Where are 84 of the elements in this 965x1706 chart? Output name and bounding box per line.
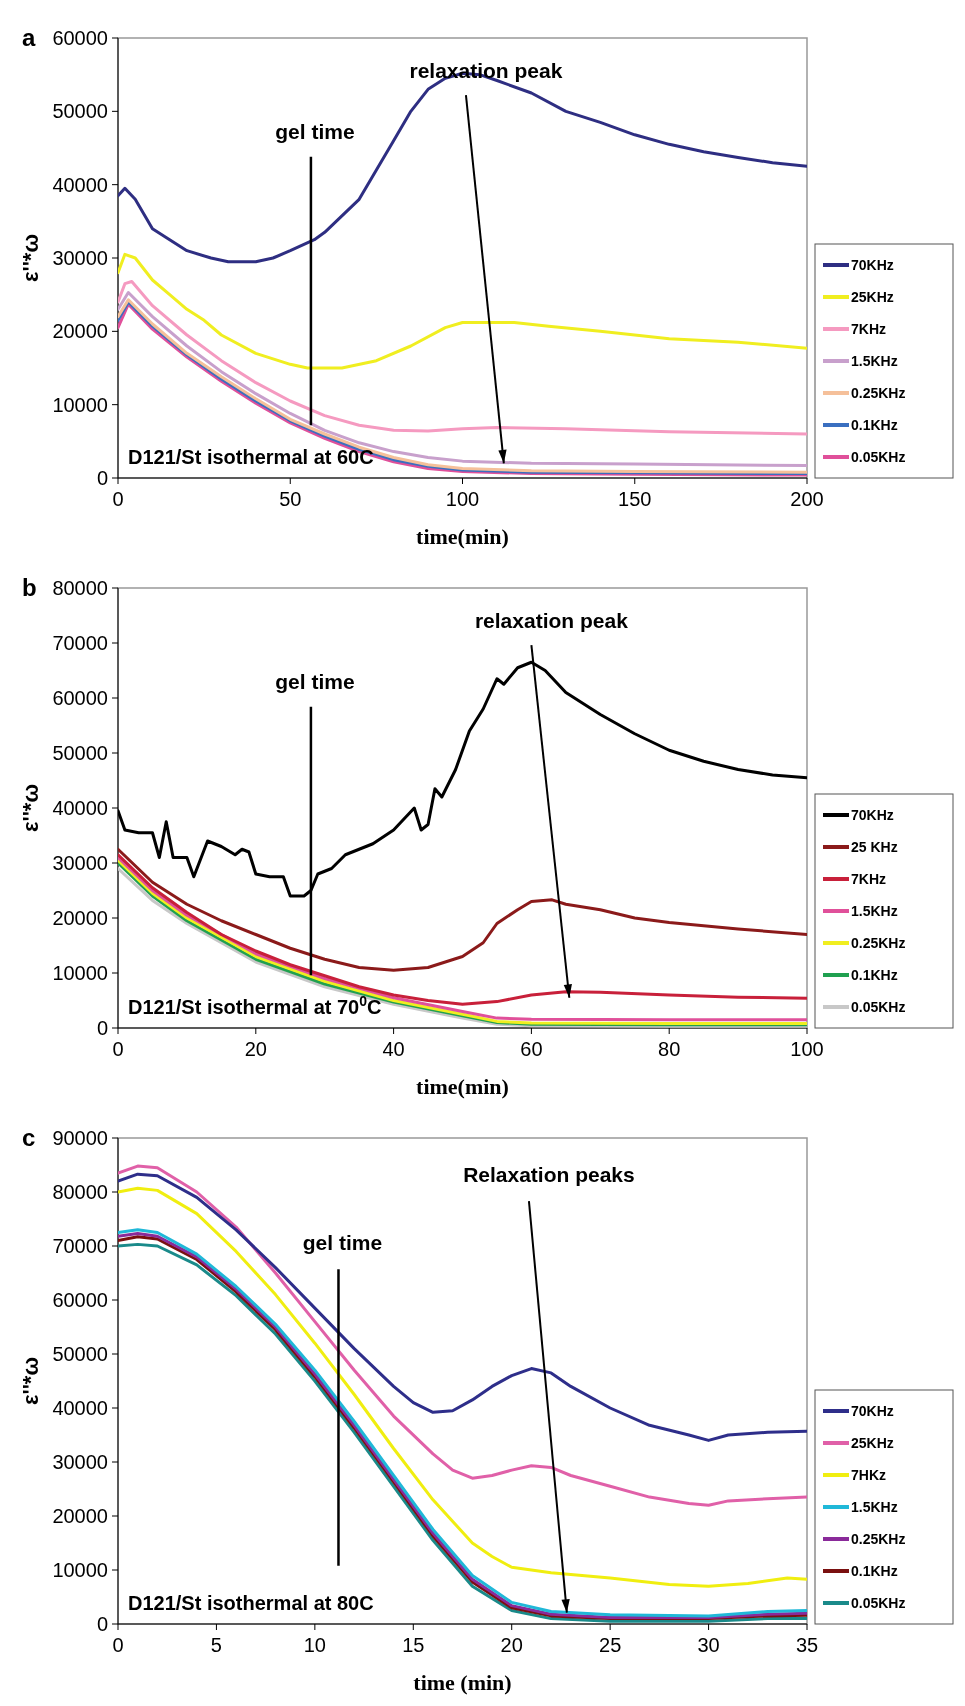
y-tick-label: 50000 — [52, 100, 108, 123]
y-tick-label: 10000 — [52, 1559, 108, 1581]
x-tick-label: 0 — [112, 488, 124, 510]
y-tick-label: 20000 — [52, 907, 108, 929]
legend-label: 70KHz — [851, 806, 894, 823]
legend-label: 1.5KHz — [851, 1498, 898, 1515]
legend-label: 7KHz — [851, 870, 887, 887]
legend-label: 0.05KHz — [851, 998, 906, 1015]
x-tick-label: 0 — [112, 1038, 124, 1060]
ref-line-label: gel time — [302, 1230, 383, 1254]
y-tick-label: 50000 — [52, 742, 108, 764]
legend-label: 70KHz — [851, 1402, 894, 1419]
legend-label: 0.25KHz — [851, 934, 906, 951]
legend-label: 25KHz — [851, 288, 894, 305]
chart-title: c — [22, 1124, 36, 1151]
chart-title: a — [22, 24, 36, 51]
y-tick-label: 40000 — [52, 1397, 108, 1419]
y-tick-label: 70000 — [52, 632, 108, 654]
legend-label: 7KHz — [851, 320, 887, 337]
y-tick-label: 30000 — [52, 247, 108, 269]
legend-label: 70KHz — [851, 256, 894, 273]
legend-label: 1.5KHz — [851, 352, 898, 369]
x-axis-title: time(min) — [416, 524, 509, 549]
y-tick-label: 70000 — [52, 1235, 108, 1257]
y-tick-label: 20000 — [52, 1505, 108, 1527]
y-axis-title: ε''*ω — [18, 1356, 43, 1406]
legend-label: 0.25KHz — [851, 384, 906, 401]
x-axis-title: time (min) — [413, 1670, 512, 1695]
y-tick-label: 60000 — [52, 27, 108, 49]
y-tick-label: 80000 — [52, 1181, 108, 1203]
y-tick-label: 90000 — [52, 1127, 108, 1149]
annotation: D121/St isothermal at 70$^{0}$C — [128, 993, 382, 1018]
annotation: Relaxation peaks — [463, 1162, 635, 1186]
x-tick-label: 10 — [303, 1634, 326, 1656]
annotation: relaxation peak — [474, 608, 629, 632]
x-tick-label: 60 — [520, 1038, 543, 1060]
legend-label: 1.5KHz — [851, 902, 898, 919]
legend-label: 0.1KHz — [851, 1562, 898, 1579]
legend-label: 7HKz — [851, 1466, 887, 1483]
legend-label: 0.1KHz — [851, 966, 898, 983]
x-tick-label: 100 — [790, 1038, 824, 1060]
y-tick-label: 0 — [96, 467, 108, 489]
x-tick-label: 0 — [112, 1634, 124, 1656]
ref-line-label: gel time — [275, 120, 355, 144]
y-tick-label: 60000 — [52, 1289, 108, 1311]
x-tick-label: 5 — [210, 1634, 222, 1656]
legend-label: 0.05KHz — [851, 448, 906, 465]
x-axis-title: time(min) — [416, 1074, 509, 1099]
y-tick-label: 50000 — [52, 1343, 108, 1365]
legend-label: 25 KHz — [851, 838, 898, 855]
legend-label: 0.05KHz — [851, 1594, 906, 1611]
y-tick-label: 30000 — [52, 852, 108, 874]
x-tick-label: 50 — [279, 488, 302, 510]
y-tick-label: 0 — [96, 1017, 108, 1039]
x-tick-label: 20 — [244, 1038, 267, 1060]
y-tick-label: 40000 — [52, 797, 108, 819]
x-tick-label: 15 — [402, 1634, 425, 1656]
annotation: D121/St isothermal at 80C — [128, 1592, 374, 1614]
y-tick-label: 10000 — [52, 962, 108, 984]
x-tick-label: 150 — [618, 488, 652, 510]
legend-label: 25KHz — [851, 1434, 894, 1451]
legend-label: 0.25KHz — [851, 1530, 906, 1547]
x-tick-label: 40 — [382, 1038, 405, 1060]
x-tick-label: 20 — [500, 1634, 523, 1656]
y-tick-label: 0 — [96, 1613, 108, 1635]
y-tick-label: 30000 — [52, 1451, 108, 1473]
y-tick-label: 80000 — [52, 577, 108, 599]
y-axis-title: ε''*ω — [18, 233, 43, 283]
y-tick-label: 10000 — [52, 393, 108, 416]
x-tick-label: 80 — [658, 1038, 681, 1060]
annotation: relaxation peak — [409, 58, 563, 82]
chart-title: b — [22, 574, 37, 601]
legend-label: 0.1KHz — [851, 416, 898, 433]
y-tick-label: 40000 — [52, 173, 108, 196]
y-tick-label: 60000 — [52, 687, 108, 709]
annotation: D121/St isothermal at 60C — [128, 446, 374, 468]
x-tick-label: 25 — [599, 1634, 622, 1656]
y-axis-title: ε''*ω — [18, 783, 43, 833]
x-tick-label: 35 — [795, 1634, 819, 1656]
ref-line-label: gel time — [275, 670, 355, 694]
y-tick-label: 20000 — [52, 320, 108, 343]
x-tick-label: 100 — [445, 488, 480, 510]
x-tick-label: 200 — [790, 488, 824, 510]
x-tick-label: 30 — [697, 1634, 720, 1656]
